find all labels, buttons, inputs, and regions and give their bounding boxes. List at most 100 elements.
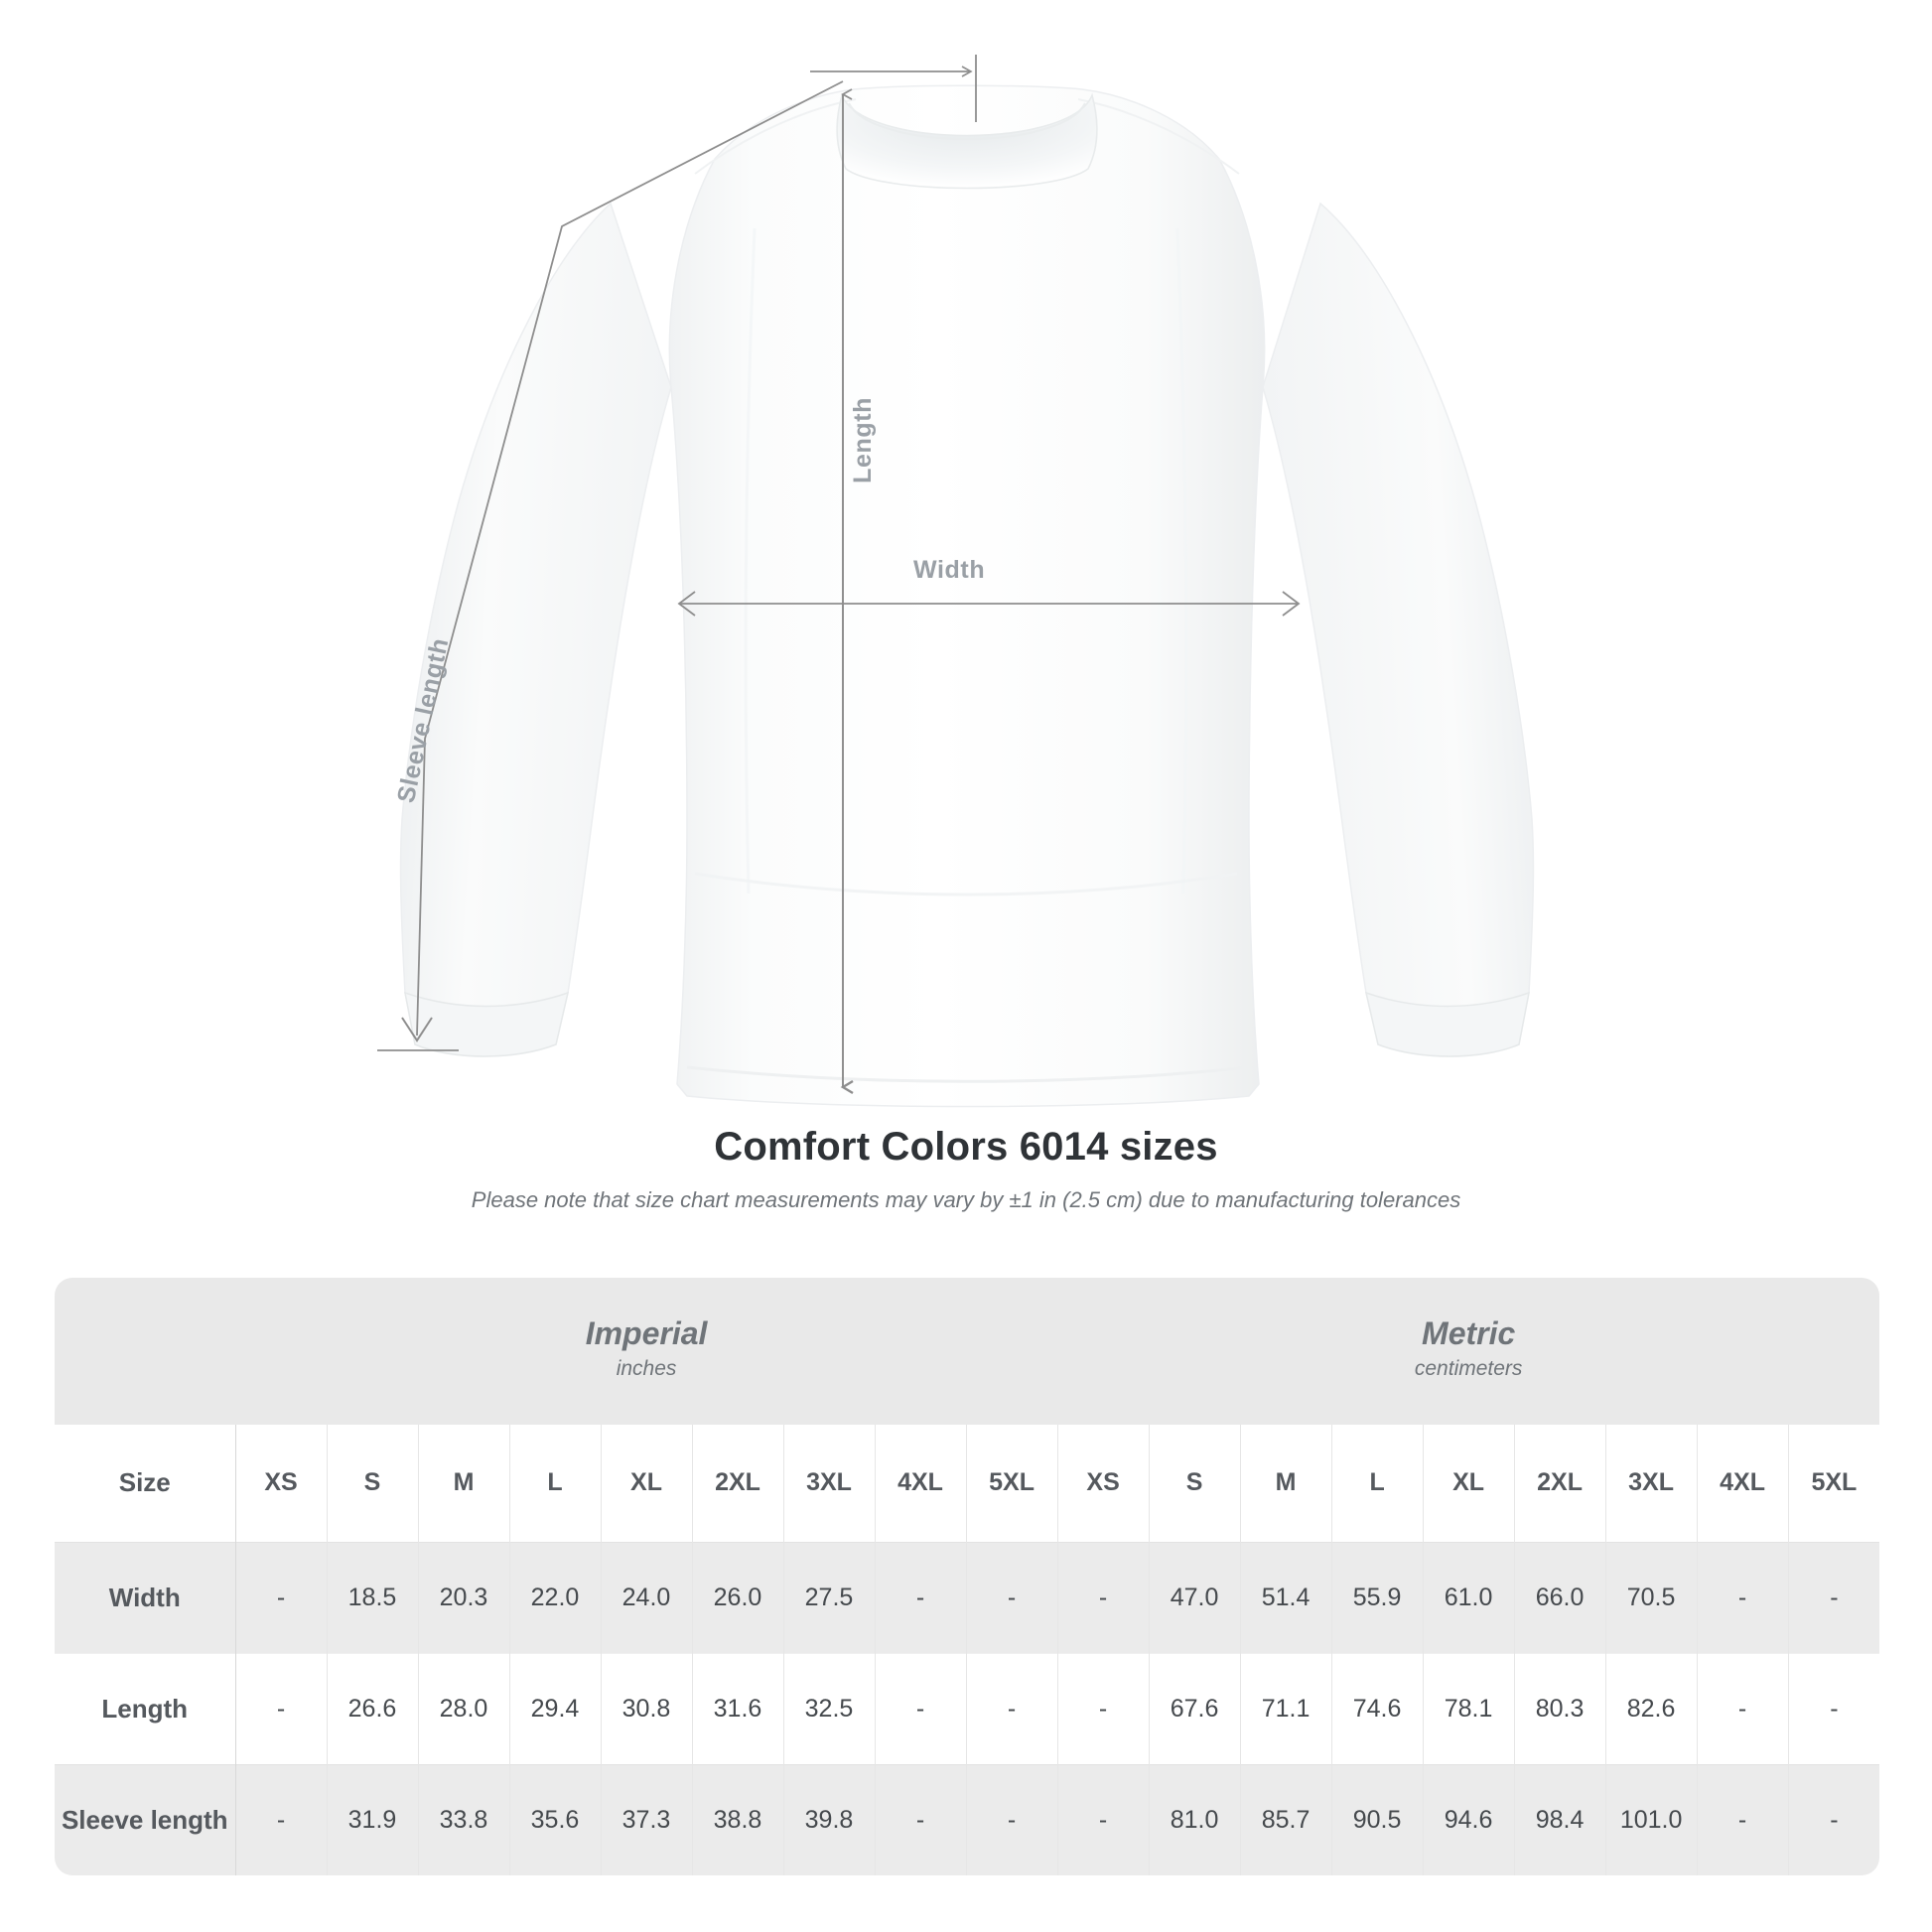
right-cuff — [1364, 991, 1530, 1057]
table-row: Sleeve length - 31.9 33.8 35.6 37.3 38.8… — [55, 1763, 1880, 1875]
cell-sleeve-imp-5xl: - — [966, 1763, 1058, 1875]
left-cuff — [404, 991, 570, 1057]
cell-width-met-xs: - — [1057, 1541, 1150, 1653]
cell-width-imp-4xl: - — [875, 1541, 967, 1653]
cell-width-imp-xs: - — [235, 1541, 328, 1653]
cell-width-imp-xl: 24.0 — [601, 1541, 693, 1653]
unit-banner-row: Imperial inches Metric centimeters — [55, 1278, 1880, 1425]
cell-sleeve-imp-xs: - — [235, 1763, 328, 1875]
col-header-met-4xl: 4XL — [1697, 1425, 1789, 1542]
cell-width-met-4xl: - — [1697, 1541, 1789, 1653]
col-header-imp-xl: XL — [601, 1425, 693, 1542]
cell-length-imp-m: 28.0 — [418, 1652, 510, 1764]
col-header-met-xs: XS — [1057, 1425, 1150, 1542]
cell-sleeve-met-xs: - — [1057, 1763, 1150, 1875]
col-header-met-3xl: 3XL — [1605, 1425, 1698, 1542]
cell-length-met-xl: 78.1 — [1423, 1652, 1515, 1764]
cell-length-imp-xl: 30.8 — [601, 1652, 693, 1764]
size-header-label: Size — [55, 1425, 236, 1542]
cell-length-imp-2xl: 31.6 — [692, 1652, 784, 1764]
unit-name-imperial: Imperial — [585, 1314, 708, 1351]
cell-sleeve-met-s: 81.0 — [1149, 1763, 1241, 1875]
cell-sleeve-imp-l: 35.6 — [509, 1763, 602, 1875]
col-header-met-5xl: 5XL — [1788, 1425, 1880, 1542]
cell-length-imp-5xl: - — [966, 1652, 1058, 1764]
cell-sleeve-met-l: 90.5 — [1331, 1763, 1424, 1875]
cell-sleeve-imp-4xl: - — [875, 1763, 967, 1875]
cell-width-met-xl: 61.0 — [1423, 1541, 1515, 1653]
garment-diagram: Length Width Sleeve length — [377, 55, 1535, 1108]
cell-length-imp-4xl: - — [875, 1652, 967, 1764]
fabric-fold-hem — [694, 872, 1238, 897]
size-table-wrapper: Imperial inches Metric centimeters Size … — [55, 1278, 1880, 1875]
cell-sleeve-imp-xl: 37.3 — [601, 1763, 693, 1875]
col-header-met-2xl: 2XL — [1514, 1425, 1606, 1542]
cell-sleeve-met-5xl: - — [1788, 1763, 1880, 1875]
collar-inner-line — [848, 102, 1086, 140]
cell-length-met-4xl: - — [1697, 1652, 1789, 1764]
unit-name-metric: Metric — [1422, 1314, 1516, 1351]
col-header-met-xl: XL — [1423, 1425, 1515, 1542]
cell-length-met-m: 71.1 — [1240, 1652, 1332, 1764]
col-header-met-m: M — [1240, 1425, 1332, 1542]
unit-banner-metric: Metric centimeters — [1057, 1278, 1880, 1425]
cell-width-imp-5xl: - — [966, 1541, 1058, 1653]
cell-sleeve-met-2xl: 98.4 — [1514, 1763, 1606, 1875]
cell-width-met-s: 47.0 — [1149, 1541, 1241, 1653]
cell-width-met-5xl: - — [1788, 1541, 1880, 1653]
col-header-imp-2xl: 2XL — [692, 1425, 784, 1542]
cell-length-imp-3xl: 32.5 — [783, 1652, 876, 1764]
cell-width-met-3xl: 70.5 — [1605, 1541, 1698, 1653]
table-row: Width - 18.5 20.3 22.0 24.0 26.0 27.5 - … — [55, 1541, 1880, 1653]
shirt-body — [668, 84, 1266, 1108]
hem-line — [686, 1065, 1250, 1083]
col-header-imp-l: L — [509, 1425, 602, 1542]
row-label-sleeve-length: Sleeve length — [55, 1763, 236, 1875]
cell-sleeve-met-3xl: 101.0 — [1605, 1763, 1698, 1875]
cell-length-imp-l: 29.4 — [509, 1652, 602, 1764]
shoulder-point-leader — [810, 55, 977, 122]
unit-sub-imperial: inches — [616, 1357, 677, 1381]
cell-sleeve-met-4xl: - — [1697, 1763, 1789, 1875]
row-label-length: Length — [55, 1652, 236, 1764]
row-label-width: Width — [55, 1541, 236, 1653]
cell-length-imp-s: 26.6 — [327, 1652, 419, 1764]
col-header-imp-5xl: 5XL — [966, 1425, 1058, 1542]
cell-width-met-l: 55.9 — [1331, 1541, 1424, 1653]
cell-sleeve-imp-2xl: 38.8 — [692, 1763, 784, 1875]
cell-width-imp-2xl: 26.0 — [692, 1541, 784, 1653]
collar — [836, 92, 1098, 190]
cell-sleeve-imp-3xl: 39.8 — [783, 1763, 876, 1875]
cell-length-imp-xs: - — [235, 1652, 328, 1764]
col-header-imp-3xl: 3XL — [783, 1425, 876, 1542]
cell-length-met-5xl: - — [1788, 1652, 1880, 1764]
size-table: Imperial inches Metric centimeters Size … — [55, 1278, 1880, 1875]
cell-length-met-l: 74.6 — [1331, 1652, 1424, 1764]
table-row: Length - 26.6 28.0 29.4 30.8 31.6 32.5 -… — [55, 1652, 1880, 1764]
col-header-imp-4xl: 4XL — [875, 1425, 967, 1542]
cell-width-imp-m: 20.3 — [418, 1541, 510, 1653]
unit-banner-imperial: Imperial inches — [235, 1278, 1058, 1425]
sleeve-length-measure-line — [377, 80, 844, 1051]
page-title: Comfort Colors 6014 sizes — [714, 1125, 1218, 1169]
cell-length-met-2xl: 80.3 — [1514, 1652, 1606, 1764]
cell-length-met-3xl: 82.6 — [1605, 1652, 1698, 1764]
cell-length-met-xs: - — [1057, 1652, 1150, 1764]
unit-sub-metric: centimeters — [1414, 1357, 1523, 1381]
page-subtitle: Please note that size chart measurements… — [471, 1187, 1461, 1212]
col-header-imp-m: M — [418, 1425, 510, 1542]
col-header-imp-s: S — [327, 1425, 419, 1542]
cell-sleeve-met-xl: 94.6 — [1423, 1763, 1515, 1875]
chart-heading: Comfort Colors 6014 sizes Please note th… — [0, 1125, 1932, 1213]
col-header-met-s: S — [1149, 1425, 1241, 1542]
cell-width-imp-3xl: 27.5 — [783, 1541, 876, 1653]
col-header-met-l: L — [1331, 1425, 1424, 1542]
unit-banner-spacer — [55, 1278, 235, 1425]
cell-sleeve-imp-s: 31.9 — [327, 1763, 419, 1875]
cell-sleeve-met-m: 85.7 — [1240, 1763, 1332, 1875]
cell-width-imp-l: 22.0 — [509, 1541, 602, 1653]
measurement-overlay — [377, 55, 1301, 1095]
cell-sleeve-imp-m: 33.8 — [418, 1763, 510, 1875]
fabric-fold-left — [744, 227, 757, 895]
